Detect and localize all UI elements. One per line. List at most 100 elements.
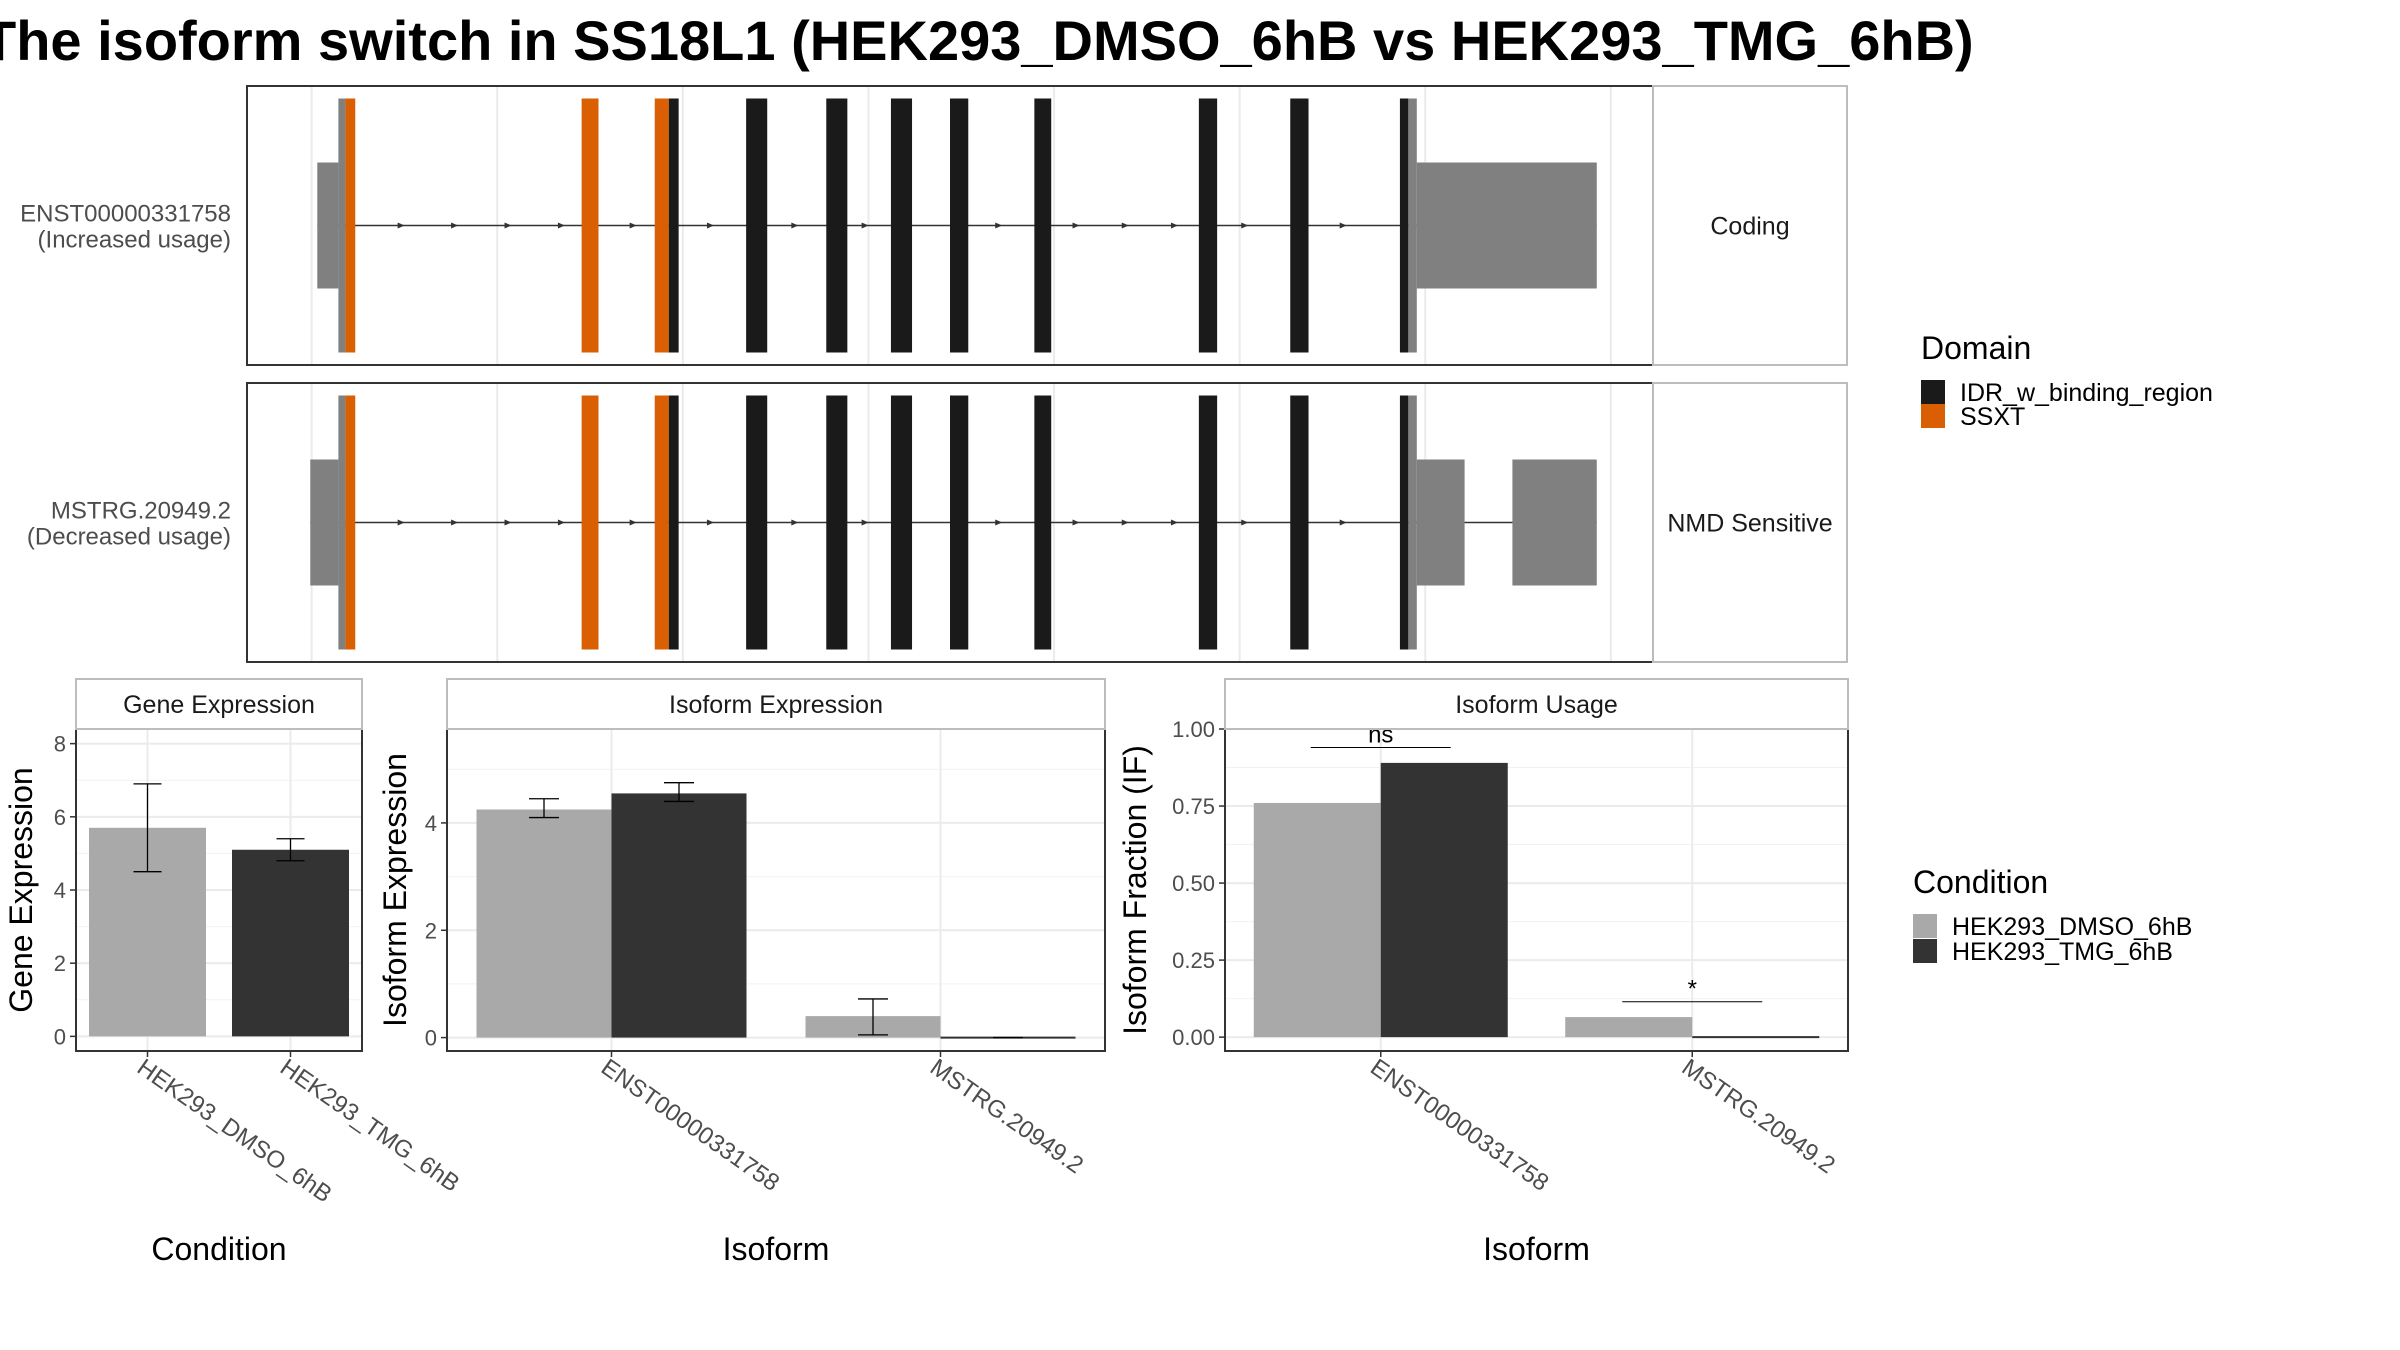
strand-arrow <box>995 222 1003 229</box>
strand-arrow <box>1121 222 1129 229</box>
exon-idr <box>668 395 679 650</box>
y-axis-title: Isoform Expression <box>377 753 413 1027</box>
strand-arrow <box>504 519 512 526</box>
y-tick-label: 6 <box>54 805 66 830</box>
y-tick-label: 2 <box>425 918 437 943</box>
y-tick-label: 4 <box>425 811 437 836</box>
exon-utr <box>1416 459 1465 586</box>
strand-arrow <box>397 519 405 526</box>
exon-idr <box>1034 395 1052 650</box>
exon-utr <box>317 162 339 289</box>
facet-strip <box>1224 678 1849 730</box>
exon-idr <box>746 98 768 353</box>
exon-utr <box>310 459 339 586</box>
exon-idr <box>826 395 848 650</box>
exon-ssxt <box>581 98 599 353</box>
condition-legend: Condition HEK293_DMSO_6hB HEK293_TMG_6hB <box>1913 864 2192 966</box>
exon-utr-cds <box>1408 395 1417 650</box>
exon-idr <box>1034 98 1052 353</box>
figure-title: The isoform switch in SS18L1 (HEK293_DMS… <box>0 9 1974 72</box>
strand-arrow <box>451 222 459 229</box>
x-tick-label: MSTRG.20949.2 <box>925 1054 1088 1179</box>
transcript-id-label: ENST00000331758 <box>20 201 231 228</box>
bar <box>232 849 349 1037</box>
exon-utr <box>1416 162 1597 289</box>
y-tick-label: 8 <box>54 732 66 757</box>
strand-arrow <box>1121 519 1129 526</box>
strand-arrow <box>861 519 869 526</box>
x-axis-title: Condition <box>151 1231 286 1267</box>
strand-arrow <box>557 519 565 526</box>
exon-idr <box>950 395 969 650</box>
strand-arrow <box>791 222 799 229</box>
y-tick-label: 2 <box>54 951 66 976</box>
transcript-usage-label: (Decreased usage) <box>27 524 231 551</box>
bar <box>611 793 747 1038</box>
transcript-id-label: MSTRG.20949.2 <box>51 498 231 525</box>
strand-arrow <box>1170 519 1178 526</box>
facet-strip-label: Isoform Usage <box>1455 691 1618 719</box>
legend-label-tmg: HEK293_TMG_6hB <box>1952 938 2173 966</box>
y-tick-label: 0.75 <box>1172 794 1215 819</box>
isoform-expression-chart: 0 2 4 Isoform Expression ENST00000331758 MSTR… <box>377 678 1106 1267</box>
track-strip-label: Coding <box>1710 213 1789 241</box>
exon-idr <box>1290 395 1309 650</box>
x-axis-title: Isoform <box>723 1231 830 1267</box>
y-tick-label: 0 <box>425 1026 437 1051</box>
strand-arrow <box>557 222 565 229</box>
x-tick-label: ENST00000331758 <box>1365 1054 1553 1197</box>
exon-utr-cds <box>338 395 346 650</box>
y-tick-label: 0 <box>54 1024 66 1049</box>
facet-strip-label: Isoform Expression <box>669 691 883 719</box>
y-tick-label: 0.00 <box>1172 1025 1215 1050</box>
exon-ssxt <box>345 98 356 353</box>
bar <box>1380 762 1508 1038</box>
exon-idr <box>890 98 913 353</box>
exon-idr <box>1198 395 1218 650</box>
exon-idr <box>746 395 768 650</box>
strand-arrow <box>1072 519 1080 526</box>
strand-arrow <box>706 222 714 229</box>
strand-arrow <box>861 222 869 229</box>
transcript-usage-label: (Increased usage) <box>38 227 231 254</box>
exon-ssxt <box>654 395 669 650</box>
legend-label-idr: IDR_w_binding_region <box>1960 379 2213 407</box>
exon-idr <box>1290 98 1309 353</box>
track-strip <box>1652 382 1848 663</box>
strand-arrow <box>1072 222 1080 229</box>
domain-legend-title: Domain <box>1921 330 2031 366</box>
transcript-structure-panel: Coding ENST00000331758(Increased usage) NM… <box>20 85 1848 663</box>
exon-idr <box>950 98 969 353</box>
transcript-track: NMD Sensitive MSTRG.20949.2(Decreased usa… <box>27 382 1848 663</box>
bar <box>1565 1017 1693 1038</box>
condition-legend-title: Condition <box>1913 864 2048 900</box>
strand-arrow <box>1170 222 1178 229</box>
strand-arrow <box>504 222 512 229</box>
isoform-usage-chart: 0.000.250.500.751.00 ns*Isoform UsageENST… <box>1117 678 1849 1267</box>
y-tick-label: 4 <box>54 878 66 903</box>
exon-idr <box>1399 395 1409 650</box>
y-axis-title: Isoform Fraction (IF) <box>1117 745 1153 1035</box>
legend-key-tmg <box>1913 939 1937 963</box>
exon-ssxt <box>654 98 669 353</box>
domain-legend: Domain IDR_w_binding_region SSXT <box>1921 330 2213 431</box>
significance-label: * <box>1688 976 1697 1003</box>
legend-key-idr <box>1921 380 1945 404</box>
x-axis-title: Isoform <box>1483 1231 1590 1267</box>
y-tick-label: 1.00 <box>1172 717 1215 742</box>
y-tick-label: 0.50 <box>1172 871 1215 896</box>
strand-arrow <box>1241 519 1249 526</box>
track-strip-label: NMD Sensitive <box>1667 510 1832 538</box>
bar <box>1253 802 1381 1038</box>
exon-utr <box>1512 459 1597 586</box>
exon-idr <box>826 98 848 353</box>
strand-arrow <box>995 519 1003 526</box>
legend-label-ssxt: SSXT <box>1960 403 2025 431</box>
exon-idr <box>1399 98 1409 353</box>
strand-arrow <box>706 519 714 526</box>
facet-strip-label: Gene Expression <box>123 691 315 719</box>
strand-arrow <box>791 519 799 526</box>
legend-label-dmso: HEK293_DMSO_6hB <box>1952 913 2192 941</box>
strand-arrow <box>451 519 459 526</box>
